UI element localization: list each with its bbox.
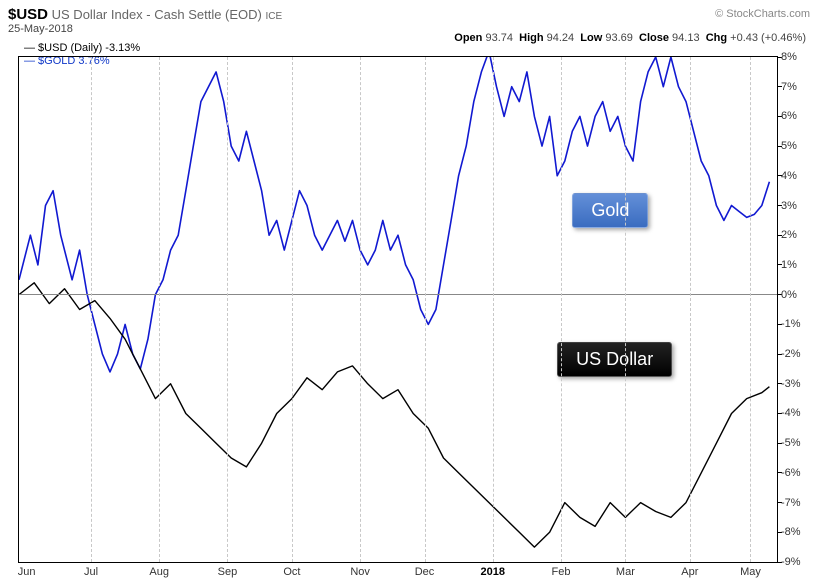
x-axis-label: Feb [551,566,570,578]
series-gold [19,57,769,372]
y-axis-label: -3% [781,378,815,390]
x-axis-label: Jul [84,566,98,578]
y-axis-label: -7% [781,497,815,509]
y-axis-label: 2% [781,229,815,241]
x-axis-label: Dec [415,566,435,578]
callout-usd: US Dollar [557,342,672,377]
exchange: ICE [266,11,283,22]
x-axis-label: Aug [149,566,169,578]
ohlc-row: Open 93.74 High 94.24 Low 93.69 Close 94… [454,32,806,44]
y-axis-label: -9% [781,556,815,568]
y-axis-label: -6% [781,467,815,479]
y-axis-label: 3% [781,200,815,212]
x-axis-label: May [740,566,761,578]
zero-line [19,294,777,295]
y-axis-label: -1% [781,318,815,330]
x-axis-label: Apr [681,566,698,578]
series-usd [19,283,769,547]
y-axis-label: 5% [781,140,815,152]
y-axis-label: -2% [781,348,815,360]
chart-svg [19,57,777,562]
y-axis-label: 1% [781,259,815,271]
y-axis-label: -4% [781,407,815,419]
x-axis-label: 2018 [481,566,505,578]
y-axis-label: -5% [781,437,815,449]
y-axis-label: 0% [781,289,815,301]
y-axis-label: 8% [781,51,815,63]
y-axis-label: 6% [781,110,815,122]
attribution: © StockCharts.com [715,8,810,20]
chart-plot-area: Gold US Dollar -9%-8%-7%-6%-5%-4%-3%-2%-… [18,56,778,563]
y-axis-label: -8% [781,526,815,538]
y-axis-label: 4% [781,170,815,182]
title-desc: US Dollar Index - Cash Settle (EOD) [52,7,262,22]
x-axis-label: Jun [18,566,36,578]
x-axis-label: Oct [283,566,300,578]
callout-gold: Gold [572,193,648,228]
x-axis-label: Nov [350,566,370,578]
y-axis-label: 7% [781,81,815,93]
legend-usd: — $USD (Daily) -3.13% [24,42,140,55]
x-axis-label: Mar [616,566,635,578]
symbol: $USD [8,6,48,23]
chart-title: $USD US Dollar Index - Cash Settle (EOD)… [8,6,814,23]
x-axis-label: Sep [218,566,238,578]
